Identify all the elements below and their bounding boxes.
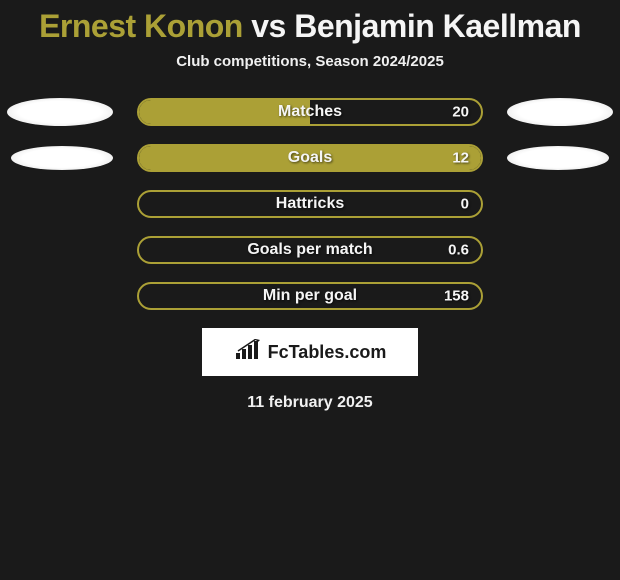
player2-name: Benjamin Kaellman — [294, 8, 581, 44]
stat-bar: Min per goal 158 — [137, 282, 483, 310]
stat-label: Hattricks — [276, 195, 344, 213]
stat-label: Goals — [288, 149, 332, 167]
stat-row: Min per goal 158 — [0, 282, 620, 310]
player2-avatar — [507, 146, 609, 170]
chart-icon — [234, 339, 262, 366]
player1-name: Ernest Konon — [39, 8, 243, 44]
stat-label: Matches — [278, 103, 342, 121]
stat-row: Hattricks 0 — [0, 190, 620, 218]
comparison-title: Ernest Konon vs Benjamin Kaellman — [0, 8, 620, 45]
player1-avatar — [7, 98, 113, 126]
stat-bar: Goals per match 0.6 — [137, 236, 483, 264]
stat-row: Matches 20 — [0, 98, 620, 126]
player1-avatar — [11, 146, 113, 170]
stat-value: 20 — [452, 104, 469, 121]
main-container: Ernest Konon vs Benjamin Kaellman Club c… — [0, 0, 620, 412]
stat-bar: Goals 12 — [137, 144, 483, 172]
stats-area: Matches 20 Goals 12 Hattricks 0 Goals per matc… — [0, 98, 620, 310]
subtitle: Club competitions, Season 2024/2025 — [0, 53, 620, 70]
stat-value: 12 — [452, 150, 469, 167]
stat-bar: Matches 20 — [137, 98, 483, 126]
stat-row: Goals 12 — [0, 144, 620, 172]
stat-value: 0.6 — [448, 242, 469, 259]
date-label: 11 february 2025 — [0, 394, 620, 412]
logo-text: FcTables.com — [268, 342, 387, 363]
stat-bar: Hattricks 0 — [137, 190, 483, 218]
stat-label: Goals per match — [247, 241, 372, 259]
stat-label: Min per goal — [263, 287, 357, 305]
stat-value: 158 — [444, 288, 469, 305]
stat-row: Goals per match 0.6 — [0, 236, 620, 264]
stat-value: 0 — [461, 196, 469, 213]
branding-box: FcTables.com — [202, 328, 418, 376]
vs-separator: vs — [251, 8, 286, 44]
player2-avatar — [507, 98, 613, 126]
